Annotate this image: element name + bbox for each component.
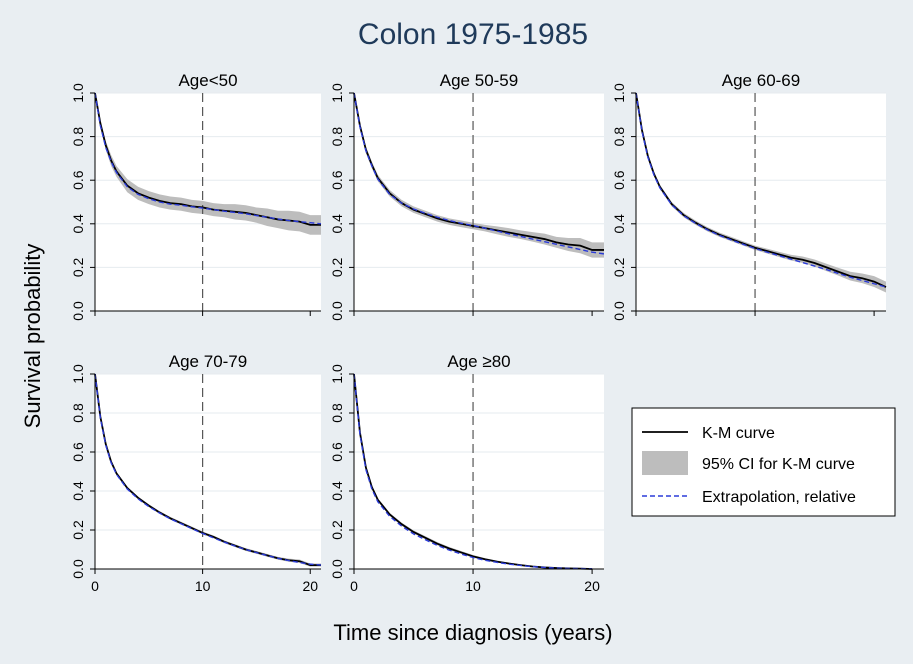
- extrapolation-curve: [353, 92, 605, 255]
- y-tick-label: 0.4: [70, 481, 86, 501]
- y-tick-label: 0.4: [329, 214, 345, 234]
- y-tick-label: 1.0: [611, 83, 627, 103]
- x-tick-label: 20: [584, 578, 600, 594]
- panel-title: Age ≥80: [447, 352, 510, 371]
- y-tick-label: 0.8: [611, 127, 627, 147]
- y-tick-label: 0.6: [70, 170, 86, 190]
- panel: Age 60-69 0.0 0.2 0.4 0.6 0.8 1.0: [611, 71, 887, 321]
- panel-title: Age 50-59: [440, 71, 518, 90]
- y-tick-label: 1.0: [70, 364, 86, 384]
- panel: Age<50 0.0 0.2 0.4 0.6 0.8 1.0: [70, 71, 322, 321]
- legend: K-M curve 95% CI for K-M curve Extrapolati…: [631, 407, 896, 517]
- y-tick-label: 0.2: [329, 257, 345, 277]
- y-tick-label: 0.6: [329, 170, 345, 190]
- y-tick-label: 0.8: [70, 127, 86, 147]
- panel: Age ≥80 0.0 0.2 0.4 0.6 0.8 1.0 0 10 20: [329, 352, 604, 594]
- y-tick-label: 0.4: [611, 214, 627, 234]
- plot-area: [95, 374, 321, 569]
- y-tick-label: 1.0: [329, 83, 345, 103]
- y-tick-label: 0.0: [70, 559, 86, 579]
- y-tick-label: 0.0: [329, 301, 345, 321]
- ci-band: [354, 93, 604, 258]
- x-tick-label: 0: [350, 578, 358, 594]
- y-tick-label: 0.8: [329, 403, 345, 423]
- y-tick-label: 0.8: [70, 403, 86, 423]
- panels: Age<50 0.0 0.2 0.4 0.6 0.8 1.0 Age 50-59 0.0 0.2 0…: [70, 71, 887, 594]
- y-tick-label: 0.0: [70, 301, 86, 321]
- y-tick-label: 0.0: [611, 301, 627, 321]
- y-tick-label: 0.2: [611, 257, 627, 277]
- y-tick-label: 0.2: [70, 520, 86, 540]
- x-tick-label: 20: [302, 578, 318, 594]
- y-tick-label: 0.6: [611, 170, 627, 190]
- x-tick-label: 0: [91, 578, 99, 594]
- panel: Age 70-79 0.0 0.2 0.4 0.6 0.8 1.0 0 10 20: [70, 352, 322, 594]
- plot-area: [354, 93, 604, 311]
- y-tick-label: 1.0: [70, 83, 86, 103]
- panel-title: Age<50: [178, 71, 237, 90]
- y-tick-label: 0.2: [70, 257, 86, 277]
- y-tick-label: 0.4: [329, 481, 345, 501]
- y-tick-label: 0.2: [329, 520, 345, 540]
- y-tick-label: 0.4: [70, 214, 86, 234]
- legend-swatch-ci: [642, 451, 688, 475]
- y-tick-label: 0.8: [329, 127, 345, 147]
- km-curve: [635, 92, 887, 288]
- km-curve: [353, 373, 593, 570]
- y-tick-label: 0.0: [329, 559, 345, 579]
- x-tick-label: 10: [465, 578, 481, 594]
- plot-area: [354, 374, 604, 569]
- y-axis-title: Survival probability: [20, 244, 45, 429]
- extrapolation-curve: [94, 373, 322, 566]
- panel: Age 50-59 0.0 0.2 0.4 0.6 0.8 1.0: [329, 71, 605, 321]
- y-tick-label: 0.6: [70, 442, 86, 462]
- x-tick-label: 10: [195, 578, 211, 594]
- y-tick-label: 0.6: [329, 442, 345, 462]
- x-axis-title: Time since diagnosis (years): [333, 620, 612, 645]
- panel-title: Age 60-69: [722, 71, 800, 90]
- legend-label: Extrapolation, relative: [702, 489, 856, 506]
- extrapolation-curve: [94, 92, 322, 225]
- panel-title: Age 70-79: [169, 352, 247, 371]
- legend-label: 95% CI for K-M curve: [702, 456, 855, 473]
- y-tick-label: 1.0: [329, 364, 345, 384]
- legend-label: K-M curve: [702, 425, 775, 442]
- chart-title: Colon 1975-1985: [358, 18, 588, 51]
